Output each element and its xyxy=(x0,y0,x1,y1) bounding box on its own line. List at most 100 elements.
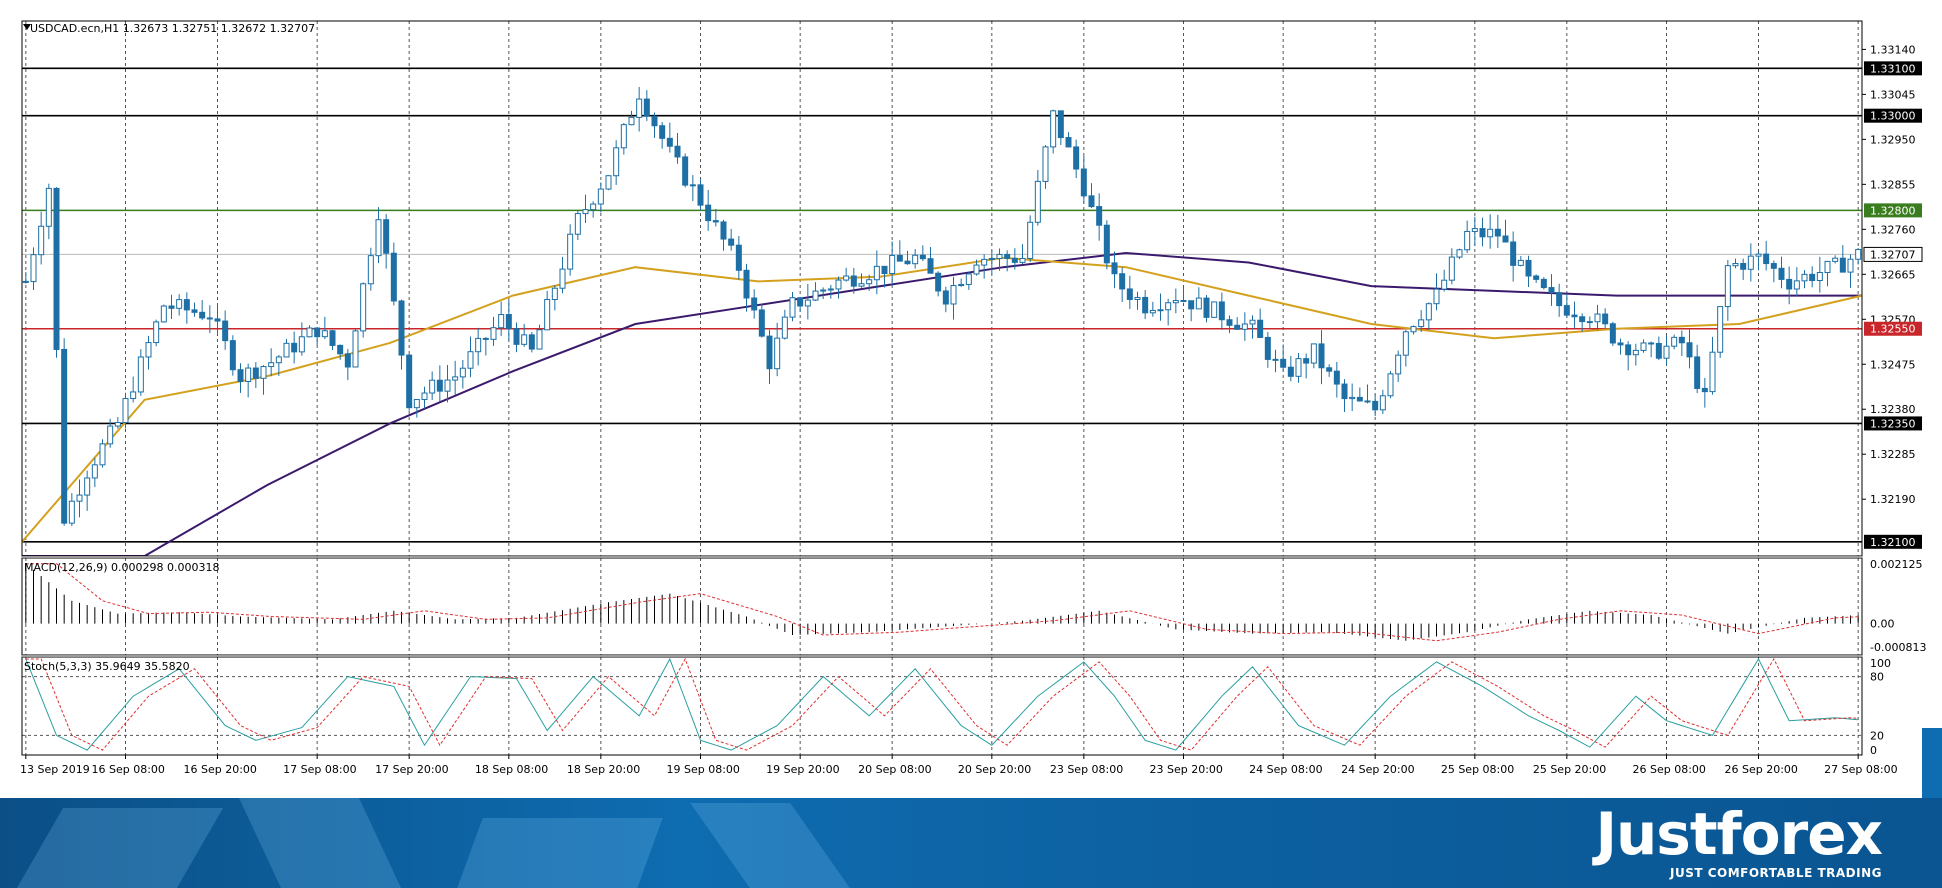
candle-body xyxy=(1418,319,1425,328)
candle-body xyxy=(68,500,75,524)
x-tick-label: 17 Sep 08:00 xyxy=(283,763,356,776)
candle-body xyxy=(582,209,589,215)
candle-body xyxy=(850,275,857,287)
candle-body xyxy=(1617,342,1624,346)
panel-divider xyxy=(22,556,1862,558)
candle-body xyxy=(674,145,681,158)
candle-body xyxy=(1395,354,1402,375)
candle-body xyxy=(720,221,727,240)
price-tag-label: 1.33000 xyxy=(1870,110,1916,123)
candle-body xyxy=(1027,221,1034,259)
candle-body xyxy=(1494,228,1501,237)
candle-body xyxy=(1456,249,1463,258)
price-tag-label: 1.32707 xyxy=(1870,248,1916,261)
brand-banner xyxy=(0,798,1942,888)
candle-body xyxy=(1149,309,1156,314)
candle-body xyxy=(30,254,37,283)
candle-body xyxy=(1103,224,1110,264)
candle-body xyxy=(306,327,313,338)
candle-body xyxy=(1839,257,1846,273)
candle-body xyxy=(843,275,850,281)
candle-body xyxy=(789,297,796,318)
candle-body xyxy=(137,356,144,393)
candle-body xyxy=(1793,280,1800,290)
candle-body xyxy=(344,353,351,368)
price-tag xyxy=(1863,246,1923,262)
candle-body xyxy=(367,255,374,285)
candle-body xyxy=(1287,366,1294,377)
candle-body xyxy=(1847,258,1854,273)
candle-body xyxy=(1356,396,1363,402)
candle-body xyxy=(1180,300,1187,303)
dropdown-triangle-icon[interactable] xyxy=(23,24,31,30)
stoch-tick-label: 100 xyxy=(1870,657,1891,670)
candle-body xyxy=(1464,230,1471,251)
candle-body xyxy=(214,318,221,322)
candle-body xyxy=(812,290,819,301)
candle-body xyxy=(1525,259,1532,277)
candle-body xyxy=(22,280,29,283)
candle-body xyxy=(45,187,52,227)
candle-body xyxy=(436,379,443,392)
candle-body xyxy=(904,260,911,265)
x-tick-label: 13 Sep 2019 xyxy=(20,763,90,776)
candle-body xyxy=(1019,257,1026,263)
candle-body xyxy=(1349,396,1356,400)
candle-body xyxy=(705,204,712,222)
candle-body xyxy=(1310,343,1317,364)
candle-body xyxy=(1096,206,1103,226)
candle-body xyxy=(145,342,152,358)
candle-body xyxy=(666,137,673,147)
x-tick-label: 27 Sep 08:00 xyxy=(1824,763,1897,776)
y-tick-label: 1.32665 xyxy=(1870,268,1916,281)
candle-body xyxy=(1655,342,1662,359)
panel-frames xyxy=(21,20,1863,756)
y-tick-label: 1.33045 xyxy=(1870,88,1916,101)
candle-body xyxy=(1318,343,1325,369)
candle-body xyxy=(781,316,788,339)
candle-body xyxy=(84,477,91,496)
ma-fast xyxy=(21,256,1863,543)
panel-divider xyxy=(22,655,1862,657)
price-tag-label: 1.32100 xyxy=(1870,536,1916,549)
candle-body xyxy=(965,273,972,285)
candle-body xyxy=(383,219,390,254)
candle-body xyxy=(981,258,988,266)
candle-body xyxy=(1625,344,1632,356)
candle-body xyxy=(1487,228,1494,238)
candle-body xyxy=(689,184,696,187)
candle-body xyxy=(1226,319,1233,326)
candle-body xyxy=(1732,263,1739,267)
candle-body xyxy=(536,329,543,350)
candle-body xyxy=(429,379,436,394)
candle-body xyxy=(1080,168,1087,197)
candle-body xyxy=(1333,370,1340,385)
candle-body xyxy=(398,300,405,356)
candle-body xyxy=(1556,292,1563,307)
macd-tick-label: 0.002125 xyxy=(1870,558,1923,571)
candle-body xyxy=(889,254,896,274)
candle-body xyxy=(1648,342,1655,345)
candle-body xyxy=(797,297,804,307)
candle-body xyxy=(1050,110,1057,148)
candle-body xyxy=(337,344,344,355)
price-tag-label: 1.33100 xyxy=(1870,62,1916,75)
candle-body xyxy=(1142,296,1149,314)
price-tag xyxy=(1864,108,1922,123)
candle-body xyxy=(620,124,627,149)
candle-body xyxy=(1402,331,1409,356)
candle-body xyxy=(636,98,643,118)
candle-body xyxy=(1502,235,1509,243)
candle-body xyxy=(237,369,244,382)
candle-body xyxy=(260,366,267,379)
candle-body xyxy=(1755,253,1762,257)
candle-body xyxy=(475,337,482,353)
candle-body xyxy=(1740,263,1747,270)
candle-body xyxy=(1816,272,1823,282)
x-tick-label: 25 Sep 08:00 xyxy=(1441,763,1514,776)
candle-body xyxy=(314,327,321,338)
candle-body xyxy=(1770,263,1777,269)
candle-body xyxy=(1264,336,1271,360)
candle-body xyxy=(61,348,68,524)
candle-body xyxy=(1218,301,1225,321)
